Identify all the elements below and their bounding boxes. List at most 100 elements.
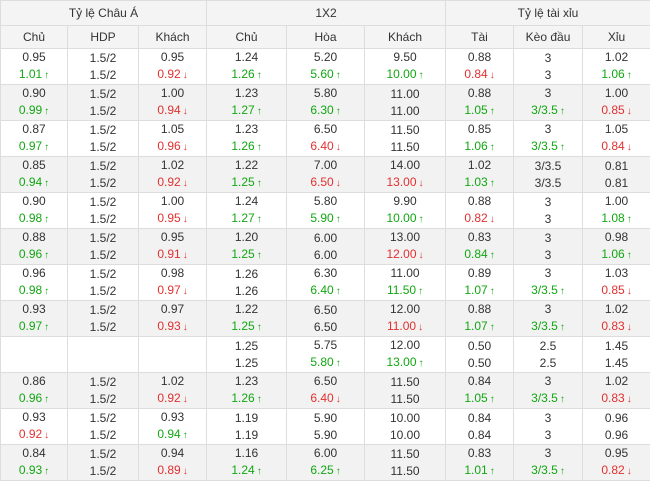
odds-value-text: 1.25: [231, 319, 255, 333]
odds-value-text: 3/3.5: [531, 283, 558, 297]
current-odds-value: 0.97 ↑: [1, 318, 67, 336]
cell-ou-over: 0.84 0.84: [445, 408, 515, 445]
current-odds-value: 0.92 ↓: [139, 66, 206, 84]
current-odds-value: 1.26 ↑: [207, 138, 286, 156]
odds-value-text: 1.07: [464, 319, 488, 333]
open-odds-value: 3: [544, 50, 552, 65]
odds-value-text: 1.01: [18, 67, 43, 81]
odds-value-text: 0.82: [464, 211, 488, 225]
cell-ou-over: 0.88 0.84 ↓: [445, 48, 515, 85]
current-odds-value: 10.00: [390, 427, 421, 442]
open-odds-value: 9.90: [393, 194, 417, 208]
arrow-down-icon: ↓: [182, 214, 188, 225]
open-odds-value: 2.5: [539, 338, 557, 353]
current-odds-value: 0.94 ↓: [139, 102, 206, 120]
open-odds-value: 0.50: [467, 338, 492, 353]
cell-asian-home: 0.84 0.93 ↑: [0, 444, 68, 481]
current-odds-value: 0.50: [467, 355, 492, 370]
open-odds-value: 1.5/2: [89, 230, 117, 245]
open-odds-value: 13.00: [390, 230, 421, 244]
cell-1x2-away: 11.50 11.50: [364, 120, 447, 157]
open-odds-value: 0.95: [22, 50, 46, 64]
arrow-up-icon: ↑: [256, 394, 262, 405]
arrow-up-icon: ↑: [256, 466, 262, 477]
current-odds-value: 0.84 ↑: [446, 246, 513, 264]
current-odds-value: 0.99 ↑: [1, 102, 67, 120]
col-header-over: Tài: [445, 25, 515, 49]
col-header-draw: Hòa: [286, 25, 366, 49]
odds-value-text: 0.96: [18, 391, 43, 405]
open-odds-value: 3: [544, 230, 552, 245]
cell-asian-home: 0.93 0.92 ↓: [0, 408, 68, 445]
odds-value-text: 12.00: [386, 247, 417, 261]
cell-asian-home: 0.86 0.96 ↑: [0, 372, 68, 409]
arrow-up-icon: ↑: [626, 214, 632, 225]
open-odds-value: 0.94: [160, 446, 185, 460]
table-row: 1.25 1.25 5.75 5.80 ↑ 12.00 13.00 ↑ 0.50 0.50 2.5 2…: [0, 336, 650, 373]
arrow-up-icon: ↑: [335, 214, 341, 225]
arrow-up-icon: ↑: [44, 394, 50, 405]
arrow-down-icon: ↓: [182, 106, 188, 117]
odds-value-text: 5.90: [310, 211, 334, 225]
current-odds-value: 6.00: [313, 247, 338, 262]
current-odds-value: 1.5/2: [89, 211, 117, 226]
arrow-up-icon: ↑: [626, 70, 632, 81]
cell-asian-home: 0.87 0.97 ↑: [0, 120, 68, 157]
open-odds-value: 1.24: [234, 50, 259, 64]
cell-ou-over: 0.84 1.05 ↑: [445, 372, 515, 409]
open-odds-value: 1.00: [604, 86, 629, 100]
cell-asian-away: [137, 336, 208, 373]
odds-value-text: 1.06: [464, 139, 488, 153]
arrow-down-icon: ↓: [182, 286, 188, 297]
cell-asian-home: 0.90 0.98 ↑: [0, 192, 68, 229]
current-odds-value: 0.81: [604, 175, 629, 190]
cell-ou-under: 1.03 0.85 ↓: [582, 264, 650, 301]
current-odds-value: 11.00 ↓: [365, 318, 445, 336]
current-odds-value: 1.24 ↑: [207, 462, 286, 480]
current-odds-value: 6.40 ↓: [287, 138, 364, 156]
cell-ou-line: 3 3/3.5 ↑: [513, 444, 584, 481]
current-odds-value: 0.96: [604, 427, 629, 442]
cell-ou-line: 3 3/3.5 ↑: [513, 300, 584, 337]
current-odds-value: 0.96 ↑: [1, 246, 67, 264]
arrow-up-icon: ↑: [559, 106, 565, 117]
cell-ou-under: 0.96 0.96: [582, 408, 650, 445]
arrow-down-icon: ↓: [626, 394, 632, 405]
open-odds-value: 1.5/2: [89, 266, 117, 281]
arrow-down-icon: ↓: [626, 106, 632, 117]
open-odds-value: 1.16: [234, 446, 259, 460]
current-odds-value: 1.06 ↑: [446, 138, 513, 156]
current-odds-value: 5.60 ↑: [287, 66, 364, 84]
open-odds-value: 0.88: [467, 50, 492, 64]
odds-value-text: 6.40: [310, 283, 334, 297]
current-odds-value: 5.90: [313, 427, 338, 442]
open-odds-value: 0.96: [22, 266, 46, 280]
arrow-down-icon: ↓: [489, 214, 495, 225]
odds-value-text: 1.27: [231, 211, 255, 225]
current-odds-value: 1.01 ↑: [446, 462, 513, 480]
open-odds-value: 0.83: [467, 446, 492, 460]
cell-1x2-draw: 6.30 6.40 ↑: [286, 264, 366, 301]
current-odds-value: 1.03 ↑: [446, 174, 513, 192]
arrow-up-icon: ↑: [256, 322, 262, 333]
open-odds-value: 9.50: [393, 50, 417, 64]
open-odds-value: 1.45: [604, 338, 629, 353]
open-odds-value: 0.84: [22, 446, 46, 460]
current-odds-value: 0.93 ↓: [139, 318, 206, 336]
odds-value-text: 1.25: [231, 247, 255, 261]
current-odds-value: 0.97 ↑: [1, 138, 67, 156]
odds-body: 0.95 1.01 ↑ 1.5/2 1.5/2 0.95 0.92 ↓ 1.24 1.26 ↑ 5.2…: [0, 48, 650, 481]
current-odds-value: 1.5/2: [89, 175, 117, 190]
arrow-up-icon: ↑: [418, 70, 424, 81]
open-odds-value: 1.03: [604, 266, 629, 280]
cell-ou-over: 0.83 0.84 ↑: [445, 228, 515, 265]
cell-asian-hdp: 1.5/2 1.5/2: [67, 228, 139, 265]
odds-value-text: 11.00: [386, 319, 417, 333]
odds-value-text: 5.80: [310, 355, 334, 369]
open-odds-value: 0.84: [467, 374, 492, 388]
cell-1x2-away: 9.90 10.00 ↑: [364, 192, 447, 229]
table-row: 0.84 0.93 ↑ 1.5/2 1.5/2 0.94 0.89 ↓ 1.16 1.24 ↑ 6.0…: [0, 444, 650, 481]
cell-ou-over: 0.85 1.06 ↑: [445, 120, 515, 157]
arrow-down-icon: ↓: [182, 250, 188, 261]
current-odds-value: 0.84 ↓: [446, 66, 513, 84]
